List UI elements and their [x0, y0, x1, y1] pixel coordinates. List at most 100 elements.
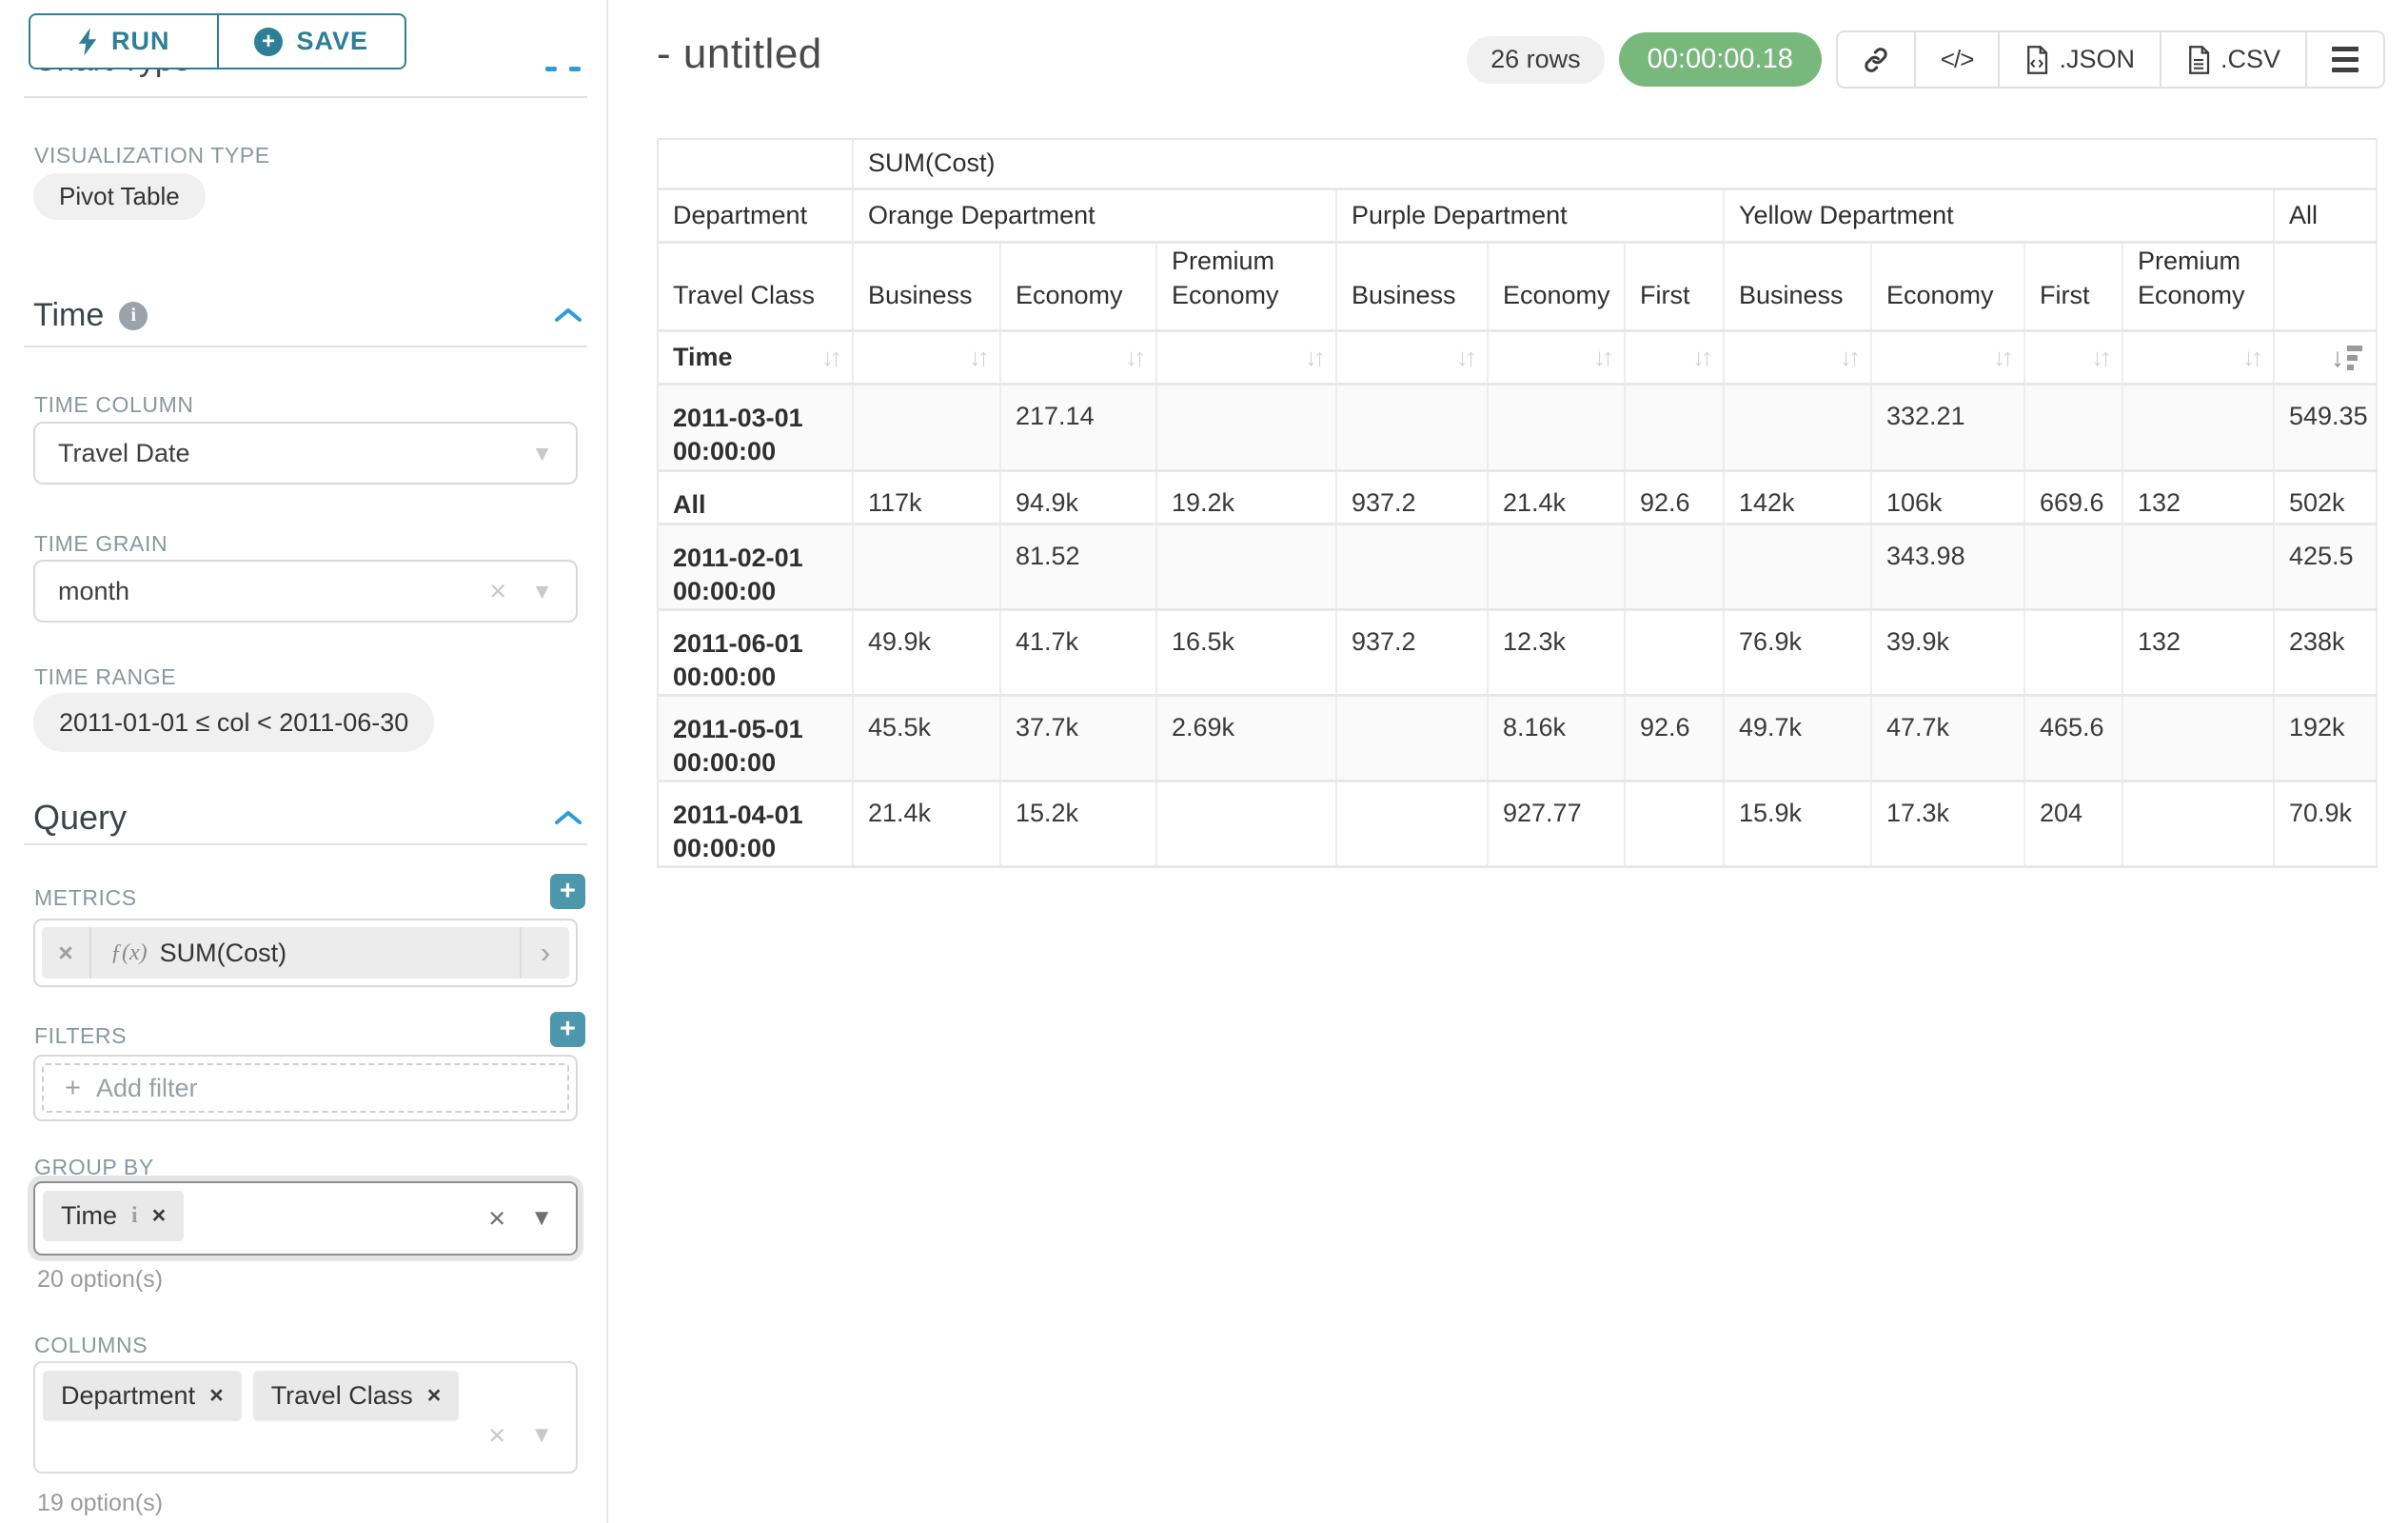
value-cell: [2122, 781, 2275, 869]
clear-icon[interactable]: ×: [489, 574, 507, 607]
hamburger-icon: [2332, 47, 2359, 72]
value-cell: 217.14: [1000, 384, 1157, 472]
caret-down-icon: ▼: [531, 578, 553, 603]
sort-icon[interactable]: ↓↑: [1125, 343, 1146, 372]
value-cell: [853, 524, 1001, 611]
department-group-header: Purple Department: [1336, 188, 1725, 244]
view-query-button[interactable]: </>: [1913, 32, 1999, 87]
time-column-label: TIME COLUMN: [34, 392, 194, 417]
value-cell: 142k: [1724, 470, 1872, 525]
value-cell: 39.9k: [1871, 609, 2025, 697]
value-cell: 70.9k: [2274, 781, 2378, 869]
value-cell: [2024, 524, 2123, 611]
travel-class-header: First: [2024, 242, 2123, 333]
columns-label: COLUMNS: [34, 1333, 148, 1357]
group-by-tag[interactable]: Time i ×: [43, 1191, 185, 1241]
table-row: 2011-06-01 00:00:00 49.9k 41.7k 16.5k 937.2 1…: [658, 609, 2378, 697]
time-column-select[interactable]: Travel Date ▼: [33, 422, 578, 485]
time-range-chip[interactable]: 2011-01-01 ≤ col < 2011-06-30: [33, 693, 435, 752]
add-filter-plus-button[interactable]: +: [550, 1012, 585, 1047]
sort-icon[interactable]: ↓↑: [1692, 343, 1713, 372]
sort-icon[interactable]: ↓↑: [2242, 343, 2263, 372]
row-header-cell: All: [658, 470, 854, 525]
value-cell: 238k: [2274, 609, 2378, 697]
clear-icon[interactable]: ×: [488, 1201, 506, 1235]
value-cell: 92.6: [1625, 470, 1725, 525]
row-header-cell: 2011-05-01 00:00:00: [658, 695, 854, 783]
time-grain-label: TIME GRAIN: [34, 531, 168, 556]
export-json-button[interactable]: .JSON: [1998, 32, 2160, 87]
chevron-up-icon[interactable]: [554, 809, 582, 826]
function-icon: ƒ(x): [110, 940, 148, 965]
sortable-column-header: ↓↑: [1156, 330, 1337, 386]
travel-class-header: Business: [853, 242, 1001, 333]
remove-tag-icon[interactable]: ×: [151, 1202, 167, 1229]
value-cell: [1625, 384, 1725, 472]
value-cell: 117k: [853, 470, 1001, 525]
visualization-type-chip[interactable]: Pivot Table: [33, 173, 206, 220]
value-cell: 49.9k: [853, 609, 1001, 697]
sort-icon[interactable]: ↓↑: [821, 343, 842, 372]
time-grain-select[interactable]: month × ▼: [33, 560, 578, 623]
group-by-options-count: 20 option(s): [37, 1266, 164, 1293]
sort-icon[interactable]: ↓↑: [1593, 343, 1614, 372]
value-cell: 669.6: [2024, 470, 2123, 525]
remove-metric-icon[interactable]: ×: [42, 927, 91, 979]
department-axis-label: Department: [658, 188, 854, 244]
value-cell: 17.3k: [1871, 781, 2025, 869]
value-cell: [1156, 384, 1337, 472]
value-cell: 12.3k: [1488, 609, 1626, 697]
metric-chip[interactable]: ƒ(x) SUM(Cost): [110, 938, 287, 967]
value-cell: 106k: [1871, 470, 2025, 525]
remove-tag-icon[interactable]: ×: [209, 1382, 224, 1409]
sort-icon[interactable]: ↓↑: [1456, 343, 1477, 372]
travel-class-header: Business: [1724, 242, 1872, 333]
caret-down-icon[interactable]: ▼: [530, 1205, 553, 1231]
travel-class-header: Economy: [1000, 242, 1157, 333]
sort-icon[interactable]: ↓↑: [2091, 343, 2112, 372]
columns-options-count: 19 option(s): [37, 1490, 164, 1516]
sort-icon[interactable]: ↓↑: [1840, 343, 1861, 372]
section-divider: [24, 346, 587, 347]
group-by-select[interactable]: Time i ×: [33, 1181, 578, 1256]
value-cell: [1488, 384, 1626, 472]
clear-icon[interactable]: ×: [488, 1418, 506, 1452]
columns-tag[interactable]: Travel Class ×: [252, 1371, 460, 1421]
travel-class-header: Business: [1336, 242, 1489, 333]
caret-down-icon[interactable]: ▼: [530, 1422, 553, 1448]
value-cell: [2122, 384, 2275, 472]
columns-select[interactable]: Department × Travel Class ×: [33, 1361, 578, 1474]
remove-tag-icon[interactable]: ×: [426, 1382, 442, 1409]
value-cell: [1488, 524, 1626, 611]
value-cell: [1625, 609, 1725, 697]
sort-descending-icon[interactable]: ↓: [2331, 343, 2362, 373]
chevron-up-icon[interactable]: [554, 307, 582, 324]
sort-icon[interactable]: ↓↑: [1993, 343, 2014, 372]
save-button[interactable]: + SAVE: [216, 15, 405, 68]
add-filter-button[interactable]: + Add filter: [42, 1063, 569, 1113]
value-cell: [1156, 781, 1337, 869]
add-metric-button[interactable]: +: [550, 874, 585, 909]
sortable-column-header: ↓↑: [1488, 330, 1626, 386]
value-cell: [2024, 609, 2123, 697]
value-cell: [1336, 781, 1489, 869]
value-cell: [2122, 524, 2275, 611]
metric-header-cell: SUM(Cost): [853, 139, 2378, 190]
sort-icon[interactable]: ↓↑: [969, 343, 990, 372]
sortable-column-header: ↓↑: [1724, 330, 1872, 386]
sort-icon[interactable]: ↓↑: [1305, 343, 1326, 372]
export-csv-button[interactable]: .CSV: [2159, 32, 2305, 87]
chart-title[interactable]: - untitled: [657, 30, 822, 77]
file-json-icon: [2027, 45, 2048, 74]
time-section-title: Time: [33, 297, 105, 333]
sortable-column-header: ↓↑: [1871, 330, 2025, 386]
share-link-button[interactable]: [1838, 32, 1914, 87]
metrics-control: × ƒ(x) SUM(Cost) ›: [33, 919, 578, 987]
plus-circle-icon: +: [254, 27, 284, 56]
expand-metric-icon[interactable]: ›: [520, 927, 569, 979]
value-cell: 132: [2122, 470, 2275, 525]
table-row: 2011-04-01 00:00:00 21.4k 15.2k 927.77 15.9k…: [658, 781, 2378, 869]
menu-button[interactable]: [2305, 32, 2383, 87]
columns-tag[interactable]: Department ×: [43, 1371, 242, 1421]
run-button[interactable]: RUN: [30, 15, 217, 68]
